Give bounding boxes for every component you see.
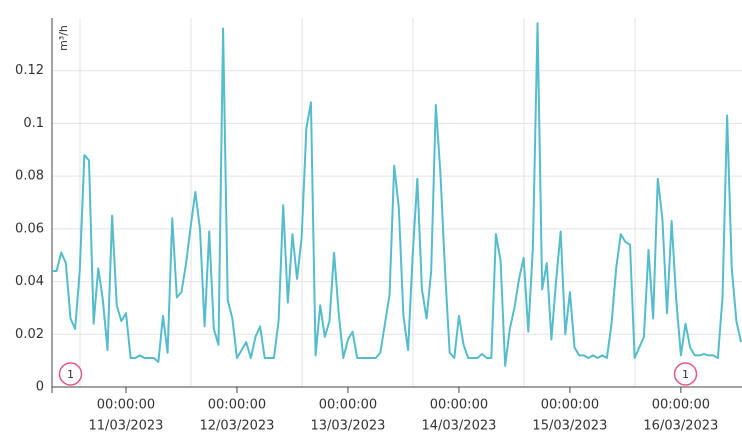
x-tick-label: 12/03/2023 xyxy=(199,419,274,434)
y-tick-label: 0.1 xyxy=(23,116,44,131)
x-tick-label: 00:00:00 xyxy=(430,398,488,413)
annotation-marker xyxy=(673,362,698,386)
y-tick-label: 0 xyxy=(36,380,44,395)
x-tick-label: 11/03/2023 xyxy=(89,419,164,434)
y-tick-label: 0.06 xyxy=(15,221,44,236)
y-axis-label: m³/h xyxy=(57,25,70,51)
annotation-marker xyxy=(58,362,83,386)
x-tick-label: 14/03/2023 xyxy=(421,419,496,434)
x-tick-label: 00:00:00 xyxy=(652,398,710,413)
x-tick-label: 00:00:00 xyxy=(97,398,155,413)
y-tick-label: 0.12 xyxy=(15,63,44,78)
x-tick-label: 00:00:00 xyxy=(541,398,599,413)
x-tick-label: 15/03/2023 xyxy=(532,419,607,434)
y-tick-label: 0.02 xyxy=(15,327,44,342)
x-tick-label: 00:00:00 xyxy=(319,398,377,413)
x-tick-label: 16/03/2023 xyxy=(643,419,718,434)
annotation-label: 1 xyxy=(67,368,74,381)
y-tick-label: 0.04 xyxy=(15,274,44,289)
x-tick-label: 13/03/2023 xyxy=(310,419,385,434)
vertical-grid xyxy=(79,18,636,387)
annotation-label: 1 xyxy=(682,368,689,381)
y-tick-label: 0.08 xyxy=(15,169,44,184)
data-line xyxy=(52,22,742,367)
x-tick-label: 00:00:00 xyxy=(208,398,266,413)
